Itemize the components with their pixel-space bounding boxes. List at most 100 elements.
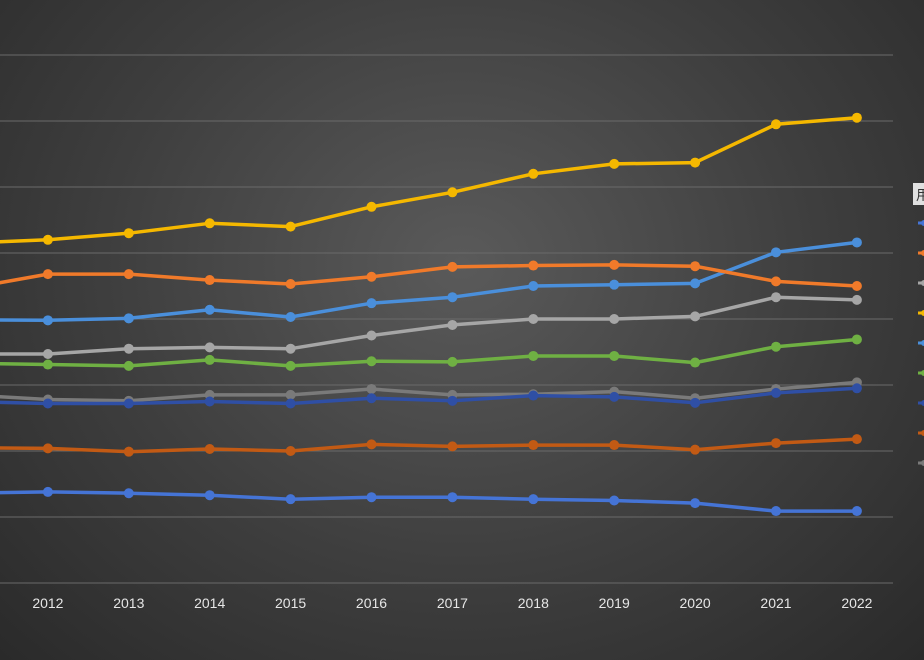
x-axis-tick-labels: 2012 2013 2014 2015 2016 2017 2018 2019 2020 2021… [32,595,872,611]
series-7 [0,383,862,409]
data-point [204,444,215,455]
data-point [285,312,296,323]
legend-marker-dot [921,370,924,376]
series-8 [0,434,862,457]
data-point [123,343,134,354]
data-point [366,492,377,503]
data-point [204,275,215,286]
data-point [42,443,53,454]
legend-marker-dot [921,280,924,286]
data-point [690,311,701,322]
data-point [123,313,134,324]
data-point [771,438,781,449]
data-point [609,495,620,506]
data-point [366,356,377,367]
data-point [528,260,539,271]
series-line [0,490,859,513]
data-point [771,292,781,303]
legend-marker-dot [921,220,924,226]
x-tick-label: 2017 [437,595,468,611]
data-point [771,119,781,130]
data-point [771,247,781,258]
series-2 [0,237,862,326]
legend-marker-dot [921,310,924,316]
x-tick-label: 2015 [275,595,306,611]
data-point [609,314,620,324]
data-point [285,279,296,290]
data-point [285,446,296,456]
data-point [366,271,377,282]
data-point [690,357,701,368]
series-lines [0,112,862,517]
legend-items [918,220,924,466]
series-line [0,386,859,406]
data-point [851,383,862,394]
data-point [447,319,458,330]
series-9 [0,486,862,517]
data-point [851,281,862,291]
data-point [285,343,296,354]
data-point [42,315,53,326]
x-tick-label: 2016 [356,595,387,611]
series-line [0,263,859,288]
data-point [204,218,215,229]
series-line [0,295,859,356]
x-tick-label: 2012 [32,595,63,611]
data-point [285,389,296,400]
data-point [204,304,215,315]
data-point [690,261,701,272]
data-point [771,341,781,352]
data-point [42,398,53,409]
data-point [690,397,701,408]
legend-title: 用 [916,187,924,203]
data-point [285,221,296,232]
data-point [771,506,781,517]
data-point [123,398,134,409]
data-point [285,494,296,505]
x-tick-label: 2018 [518,595,549,611]
data-point [447,356,458,367]
data-point [851,434,862,445]
data-point [771,387,781,398]
x-tick-label: 2021 [760,595,791,611]
x-tick-label: 2022 [841,595,872,611]
data-point [851,506,862,517]
data-point [447,492,458,503]
data-point [609,259,620,270]
data-point [366,393,377,404]
series-1 [0,112,862,245]
series-line [0,337,859,368]
data-point [851,294,862,305]
data-point [690,278,701,289]
legend-marker-dot [921,340,924,346]
data-point [285,360,296,371]
legend-title-box [913,183,924,205]
data-point [528,281,539,291]
legend: 用 [913,183,924,466]
data-point [609,279,620,290]
x-tick-label: 2014 [194,595,225,611]
data-point [42,234,53,245]
data-point [528,168,539,179]
data-point [123,488,134,499]
legend-marker-dot [921,430,924,436]
data-point [366,330,377,341]
data-point [204,354,215,365]
data-point [528,494,539,505]
data-point [447,395,458,406]
data-point [42,359,53,370]
data-point [771,276,781,287]
data-point [447,261,458,272]
data-point [690,498,701,509]
data-point [690,444,701,455]
series-line [0,380,859,403]
data-point [204,342,215,353]
data-point [366,201,377,212]
series-5 [0,334,862,371]
data-point [123,269,134,280]
data-point [609,440,620,451]
data-point [123,446,134,457]
data-point [609,391,620,402]
legend-marker-dot [921,400,924,406]
